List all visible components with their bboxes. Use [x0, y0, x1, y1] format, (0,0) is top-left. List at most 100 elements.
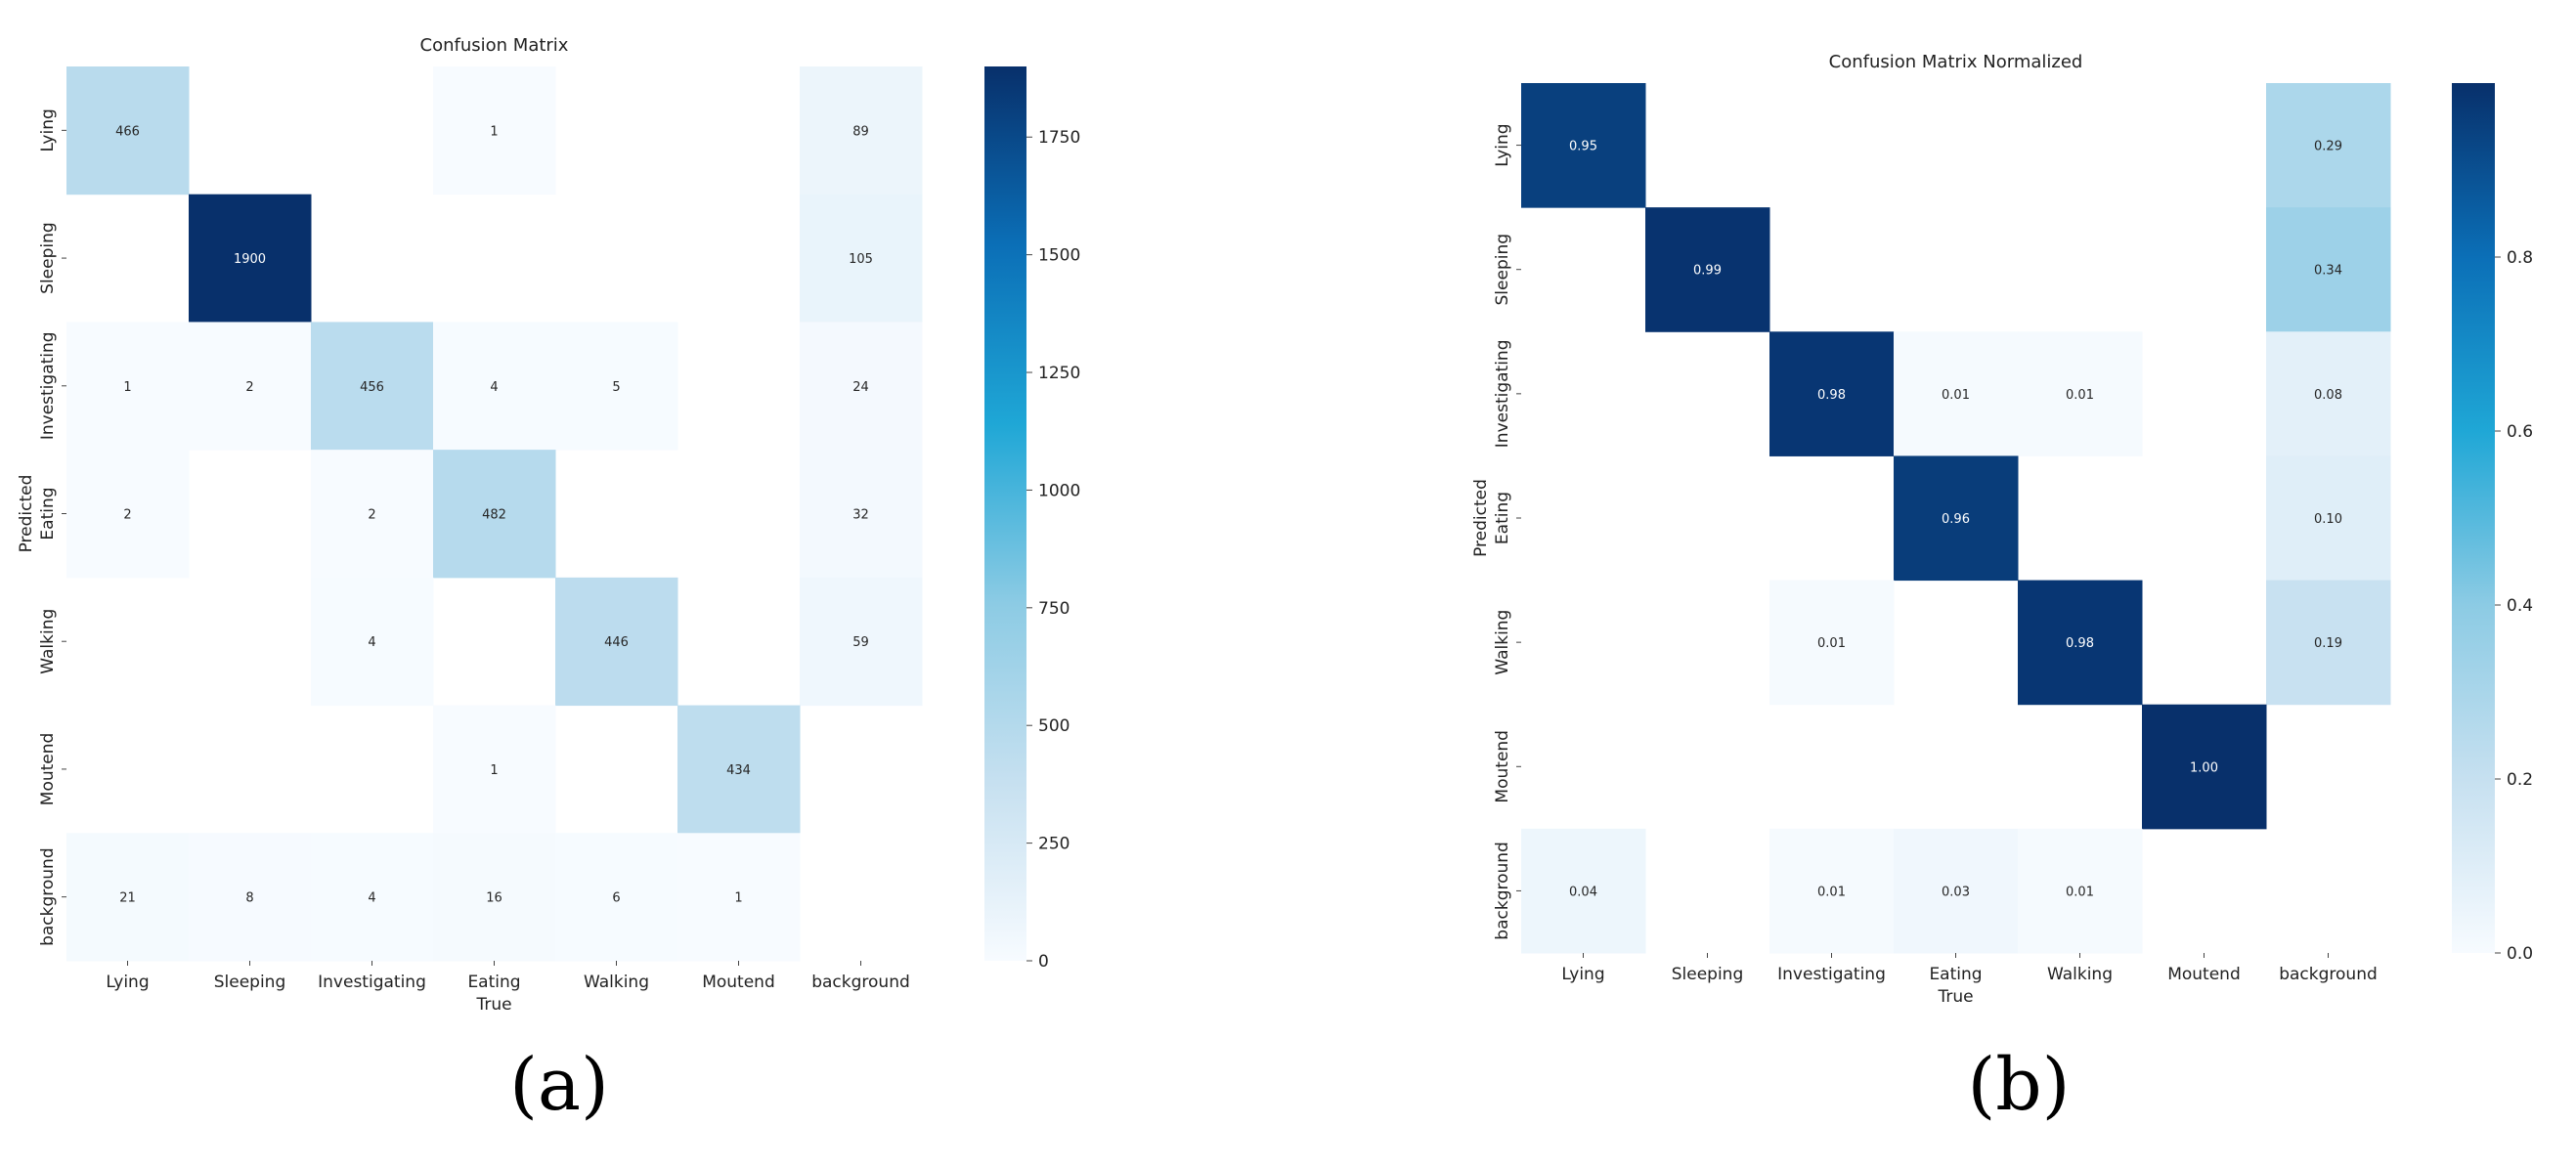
cell-value-label: 4	[490, 380, 498, 395]
cell-value-label: 0.34	[2314, 264, 2342, 279]
cell-value-label: 0.03	[1942, 885, 1970, 899]
cell-value-label: 0.29	[2314, 140, 2342, 154]
cell-value-label: 1	[123, 380, 131, 395]
heatmap-cell	[311, 322, 434, 451]
heatmap-cell	[2018, 828, 2143, 954]
chart-title: Confusion Matrix Normalized	[1829, 52, 2083, 72]
colorbar-tick-label: 500	[1038, 716, 1070, 736]
cell-value-label: 4	[368, 635, 375, 650]
heatmap-cell	[189, 322, 312, 451]
cell-value-label: 89	[852, 124, 869, 139]
colorbar-tick-label: 750	[1038, 599, 1070, 619]
y-tick-label: Eating	[38, 487, 58, 540]
heatmap-cell	[2266, 331, 2391, 456]
heatmap-cell	[800, 450, 923, 579]
y-tick-label: Sleeping	[38, 222, 58, 294]
x-tick-label: Sleeping	[214, 973, 286, 992]
heatmap-cell	[433, 833, 556, 962]
cell-value-label: 1	[490, 763, 498, 778]
heatmap-cell	[2266, 207, 2391, 332]
heatmap-cell	[555, 833, 678, 962]
x-tick-label: background	[811, 973, 910, 992]
y-axis-label: Predicted	[17, 475, 36, 553]
y-tick-label: Moutend	[38, 733, 58, 806]
cell-value-label: 0.98	[1817, 388, 1846, 403]
colorbar	[2452, 83, 2495, 953]
x-axis-label: True	[475, 995, 511, 1015]
heatmap-cell	[2018, 331, 2143, 456]
subfigure-label-a: (a)	[509, 1043, 609, 1127]
y-tick-label: Lying	[1493, 123, 1512, 166]
cell-value-label: 434	[726, 763, 751, 778]
heatmap-cell	[66, 450, 190, 579]
heatmap-cell	[555, 322, 678, 451]
x-tick-label: Moutend	[2167, 965, 2241, 984]
cell-value-label: 0.96	[1942, 512, 1970, 527]
x-tick-label: Investigating	[1777, 965, 1886, 984]
x-tick-label: Sleeping	[1672, 965, 1744, 984]
heatmap-cell	[1894, 828, 2019, 954]
x-tick-label: Investigating	[318, 973, 426, 992]
y-tick-label: Eating	[1493, 492, 1512, 544]
heatmap-cell	[66, 66, 190, 195]
cell-value-label: 0.19	[2314, 636, 2342, 651]
x-tick-label: Lying	[106, 973, 149, 992]
cell-value-label: 0.99	[1693, 264, 1722, 279]
cell-value-label: 2	[245, 380, 253, 395]
cell-value-label: 1.00	[2190, 760, 2218, 775]
y-tick-label: Investigating	[1493, 339, 1512, 448]
cell-value-label: 0.04	[1569, 885, 1597, 899]
x-tick-label: background	[2279, 965, 2378, 984]
cell-value-label: 0.01	[1942, 388, 1970, 403]
x-tick-label: Eating	[1929, 965, 1982, 984]
cell-value-label: 16	[486, 891, 502, 906]
y-tick-label: Walking	[38, 609, 58, 674]
colorbar-tick-label: 0.4	[2507, 596, 2533, 616]
colorbar-tick-label: 1000	[1038, 481, 1080, 500]
heatmap-cell	[433, 705, 556, 834]
heatmap-cell	[311, 450, 434, 579]
y-tick-label: Lying	[38, 108, 58, 151]
colorbar-tick-label: 1250	[1038, 364, 1080, 383]
heatmap-cell	[189, 194, 312, 323]
heatmap-cell	[1769, 331, 1895, 456]
cell-value-label: 1900	[234, 252, 266, 267]
heatmap-cell	[1894, 331, 2019, 456]
y-tick-label: Walking	[1493, 610, 1512, 675]
cell-value-label: 482	[482, 508, 506, 523]
cell-value-label: 0.01	[1817, 636, 1846, 651]
heatmap-cell	[555, 577, 678, 707]
heatmap-cell	[2018, 580, 2143, 706]
cell-value-label: 0.10	[2314, 512, 2342, 527]
heatmap-cell	[1769, 580, 1895, 706]
heatmap-cell	[1521, 83, 1646, 208]
heatmap-cell	[66, 322, 190, 451]
y-tick-label: Investigating	[38, 331, 58, 440]
cell-value-label: 446	[604, 635, 629, 650]
subfigure-label-b: (b)	[1967, 1043, 2070, 1127]
heatmap-cell	[677, 705, 801, 834]
cell-value-label: 105	[849, 252, 873, 267]
cell-value-label: 0.95	[1569, 140, 1597, 154]
heatmap-cell	[2266, 455, 2391, 582]
y-tick-label: background	[38, 847, 58, 946]
y-tick-label: Sleeping	[1493, 234, 1512, 306]
cell-value-label: 0.01	[1817, 885, 1846, 899]
heatmap-cell	[2266, 580, 2391, 706]
y-axis-label: Predicted	[1471, 479, 1491, 557]
cell-value-label: 21	[119, 891, 136, 906]
cell-value-label: 6	[612, 891, 620, 906]
x-tick-label: Lying	[1561, 965, 1604, 984]
x-tick-label: Walking	[584, 973, 649, 992]
colorbar-tick-label: 0	[1038, 952, 1049, 972]
cell-value-label: 1	[734, 891, 742, 906]
cell-value-label: 2	[123, 508, 131, 523]
cell-value-label: 5	[612, 380, 620, 395]
cell-value-label: 0.01	[2066, 885, 2094, 899]
cell-value-label: 466	[115, 124, 140, 139]
cell-value-label: 59	[852, 635, 869, 650]
colorbar-tick-label: 0.2	[2507, 770, 2533, 790]
heatmap-cell	[1894, 455, 2019, 582]
